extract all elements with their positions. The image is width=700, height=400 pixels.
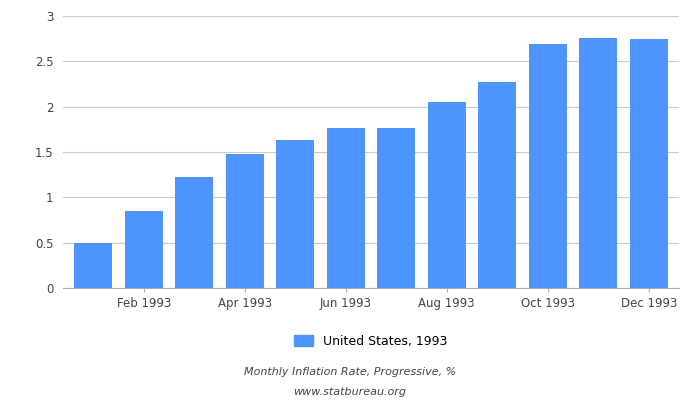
Bar — [428, 102, 466, 288]
Bar — [74, 243, 112, 288]
Bar — [226, 154, 264, 288]
Bar — [175, 177, 214, 288]
Text: www.statbureau.org: www.statbureau.org — [293, 387, 407, 397]
Bar — [478, 82, 516, 288]
Bar — [630, 39, 668, 288]
Bar — [528, 44, 567, 288]
Text: Monthly Inflation Rate, Progressive, %: Monthly Inflation Rate, Progressive, % — [244, 367, 456, 377]
Legend: United States, 1993: United States, 1993 — [289, 330, 453, 353]
Bar — [125, 211, 162, 288]
Bar — [327, 128, 365, 288]
Bar — [276, 140, 314, 288]
Bar — [377, 128, 415, 288]
Bar — [580, 38, 617, 288]
